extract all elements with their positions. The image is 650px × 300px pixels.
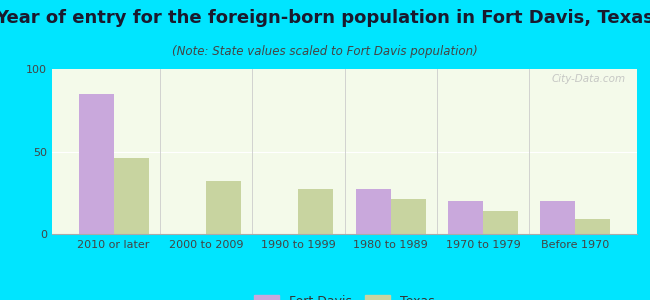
Bar (540, 201, 575, 234)
Bar (114, 158, 149, 234)
Bar (391, 199, 426, 234)
Bar (483, 211, 518, 234)
Bar (79, 94, 114, 234)
Text: City-Data.com: City-Data.com (551, 74, 625, 84)
Bar (298, 190, 333, 234)
Bar (356, 190, 391, 234)
Text: Year of entry for the foreign-born population in Fort Davis, Texas: Year of entry for the foreign-born popul… (0, 9, 650, 27)
Text: (Note: State values scaled to Fort Davis population): (Note: State values scaled to Fort Davis… (172, 45, 478, 58)
Bar (206, 181, 241, 234)
Bar (448, 201, 483, 234)
Legend: Fort Davis, Texas: Fort Davis, Texas (250, 290, 439, 300)
Bar (575, 219, 610, 234)
